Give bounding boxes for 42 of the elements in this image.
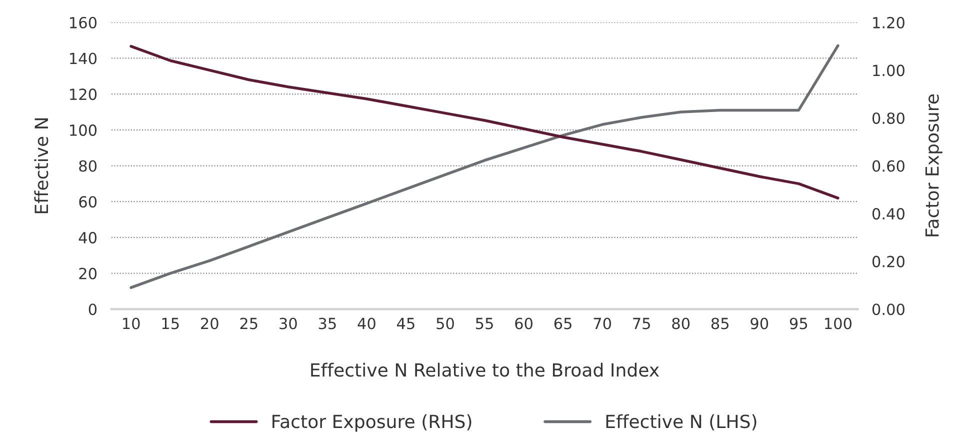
y2-tick-label: 0.00 (872, 304, 904, 316)
x-tick-label: 25 (240, 318, 258, 330)
y-tick-label: 140 (70, 52, 97, 64)
line-series (130, 44, 840, 200)
y2-tick-label: 1.20 (873, 16, 904, 28)
x-tick-label: 30 (280, 318, 297, 330)
x-tick-label: 75 (633, 318, 650, 330)
y2-tick-label: 0.60 (872, 160, 904, 172)
y-tick-label: 120 (70, 88, 97, 100)
line-series (130, 44, 840, 290)
y-tick-label: 40 (78, 232, 97, 244)
x-tick-label: 15 (162, 318, 179, 330)
x-tick-label: 40 (358, 318, 376, 330)
y-tick-label: 0 (88, 304, 97, 316)
x-tick-label: 65 (554, 318, 572, 330)
x-tick-label: 100 (825, 318, 852, 330)
x-tick-label: 70 (594, 318, 612, 330)
x-axis-title: Effective N Relative to the Broad Index (311, 362, 660, 377)
x-tick-label: 10 (123, 318, 140, 330)
y-tick-label: 80 (79, 160, 97, 172)
y-tick-label: 100 (70, 124, 97, 136)
y2-axis-title: Factor Exposure (925, 94, 942, 236)
x-tick-label: 35 (318, 318, 336, 330)
x-tick-label: 80 (672, 318, 690, 330)
y-tick-label: 160 (70, 16, 97, 28)
x-tick-label: 85 (711, 318, 729, 330)
x-tick-label: 95 (790, 318, 808, 330)
y-axis-title: Effective N (34, 118, 48, 214)
y2-tick-label: 0.80 (872, 112, 904, 124)
x-tick-label: 90 (750, 318, 768, 330)
x-tick-label: 20 (201, 318, 218, 330)
x-tick-label: 45 (396, 318, 414, 330)
y-tick-label: 60 (79, 196, 97, 208)
y2-tick-label: 0.20 (872, 256, 904, 268)
x-tick-label: 55 (476, 318, 493, 330)
x-tick-label: 60 (515, 318, 532, 330)
legend-label: Factor Exposure (RHS) (272, 414, 472, 432)
y2-tick-label: 0.40 (872, 208, 904, 220)
y2-tick-label: 1.00 (873, 64, 904, 76)
x-tick-label: 50 (436, 318, 454, 330)
y-tick-label: 20 (79, 268, 97, 280)
legend-label: Effective N (LHS) (606, 414, 756, 430)
